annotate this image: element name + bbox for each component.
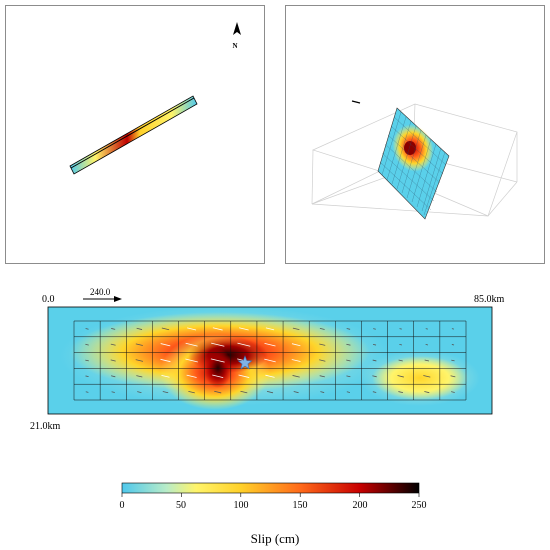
slip-vector [264,358,276,363]
colorbar-tick-label: 150 [292,500,308,511]
3d-fault-plane [377,107,450,220]
slip-vector [398,359,403,362]
colorbar-tick-label: 250 [411,500,427,511]
slip-vector [346,359,351,362]
slip-vector [212,374,224,378]
colorbar-tick-label: 0 [119,500,125,511]
slip-vector [451,359,455,362]
slip-vector [110,375,116,378]
slip-vector [346,391,351,393]
slip-vector [187,327,197,331]
colorbar-tick-label: 100 [233,500,249,511]
3d-compass-tick [351,100,361,104]
slip-vector [319,359,326,362]
slip-vector [85,359,89,362]
slip-vector [424,359,430,362]
slip-vector [424,391,430,394]
slip-vector [425,344,429,346]
slip-vector [240,390,248,394]
depth-label: 21.0km [30,421,61,432]
slip-vector [372,375,377,378]
slip-vector [85,343,89,346]
slip-vector [237,342,251,347]
slip-vector [319,327,325,330]
slip-vector [161,374,170,378]
slip-vector [319,343,326,346]
slip-vector [399,344,403,346]
slip-vector [186,374,197,378]
colorbar-tick-label: 200 [352,500,368,511]
slip-vector [346,375,351,378]
slip-vector [372,343,377,346]
distance-start-label: 0.0 [42,294,55,305]
hypocenter-star-icon [237,355,253,370]
slip-vector [266,390,274,394]
colorbar-tick-label: 50 [176,500,186,511]
slip-vector [214,390,222,394]
slip-vector [291,343,301,347]
slip-vector [162,391,169,394]
slip-vector [293,391,299,394]
slip-vector [264,342,276,347]
north-label: N [232,42,237,50]
slip-vector [110,359,116,362]
slip-vector [372,359,377,362]
slip-vector [136,327,143,330]
slip-vector [451,391,455,393]
slip-vector [111,328,116,330]
slip-vector [292,375,300,378]
slip-vector [239,327,249,331]
slip-vector [265,327,275,331]
reference-vector-arrow [83,296,122,302]
slip-vector [346,343,351,346]
slip-vector [425,328,428,330]
slip-vector [450,375,456,378]
slip-vector [185,342,198,347]
slip-vector [210,358,225,363]
slip-vector [137,391,142,393]
slip-vector [111,391,115,393]
slip-vector [319,375,325,378]
slip-vector [346,328,351,330]
slip-vector [160,343,171,347]
slip-vector [135,359,144,362]
slip-vector [265,374,275,378]
slip-vector [85,391,89,393]
north-arrow-icon [233,22,241,35]
slip-distribution-map [48,307,492,414]
distance-end-label: 85.0km [474,294,505,305]
slip-vector [161,327,170,331]
slip-vector [397,375,404,378]
colorbar [121,482,420,497]
map-fault-strip [69,95,198,175]
slip-vector [85,328,89,330]
reference-vector-label: 240.0 [90,287,111,297]
slip-vector [291,359,301,362]
slip-vector [211,342,225,347]
slip-vector [212,327,223,331]
slip-vector [188,390,195,394]
slip-vector [292,327,300,331]
slip-vector [160,358,171,363]
slip-vector [423,375,431,378]
colorbar-title: Slip (cm) [250,531,300,546]
slip-vector [398,391,404,394]
slip-vector [320,391,325,393]
slip-vector [238,374,250,378]
slip-vector [373,328,376,330]
slip-vector [451,344,455,346]
slip-vector [372,391,377,393]
slip-vector [185,358,198,363]
slip-vector [136,375,143,378]
slip-vector [135,343,143,346]
slip-vector [85,375,89,378]
slip-vector [110,343,116,346]
slip-vector [399,328,402,330]
